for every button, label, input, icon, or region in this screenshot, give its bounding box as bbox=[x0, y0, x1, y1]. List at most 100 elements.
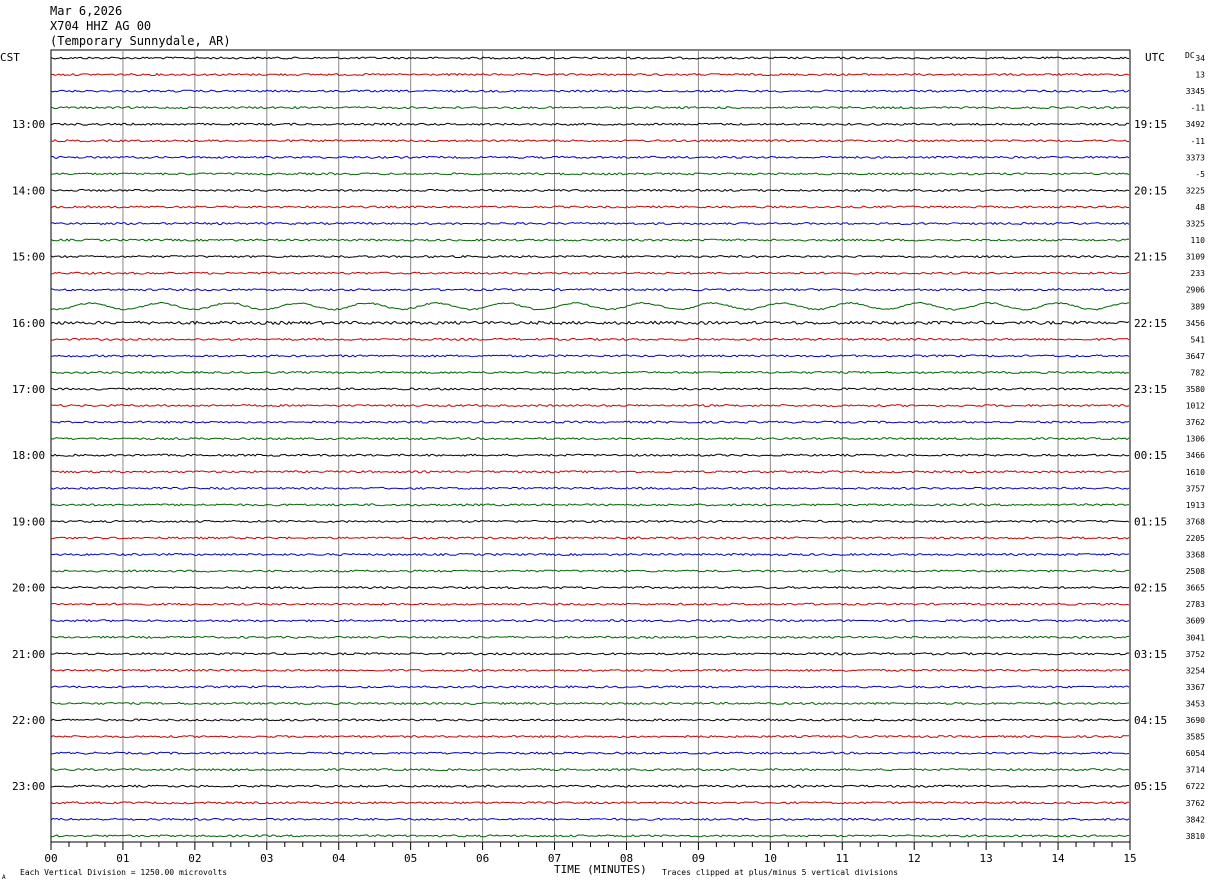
scale-note: Each Vertical Division = 1250.00 microvo… bbox=[20, 868, 227, 877]
utc-hour-labels: 19:15 20:15 21:15 22:15 23:15 00:15 01:15 02:15… bbox=[1134, 118, 1167, 793]
x-tick-label: 11 bbox=[836, 852, 849, 865]
cst-hour-label: 21:00 bbox=[12, 648, 45, 661]
time-gridlines bbox=[50, 49, 1131, 843]
trace-row bbox=[50, 734, 1129, 739]
dc-offset-label: 3647 bbox=[1186, 352, 1205, 361]
trace-row bbox=[50, 751, 1130, 755]
x-tick-label: 03 bbox=[260, 852, 273, 865]
trace-row bbox=[50, 784, 1129, 788]
dc-offset-label: 13 bbox=[1195, 71, 1205, 80]
dc-offset-label: 782 bbox=[1191, 368, 1206, 377]
cst-label: CST bbox=[0, 51, 20, 64]
utc-hour-label: 01:15 bbox=[1134, 515, 1167, 528]
x-tick-label: 13 bbox=[980, 852, 993, 865]
trace-row bbox=[50, 320, 1130, 326]
trace-row bbox=[50, 635, 1130, 639]
seismic-traces bbox=[50, 56, 1130, 838]
utc-hour-label: 23:15 bbox=[1134, 383, 1167, 396]
cst-hour-label: 17:00 bbox=[12, 383, 45, 396]
dc-offset-label: 3456 bbox=[1186, 319, 1205, 328]
dc-offset-labels: 34 13 3345 -11 3492 -11 3373 -5 3225 48 3325 110 310… bbox=[1186, 54, 1205, 841]
dc-offset-label: 3762 bbox=[1186, 418, 1205, 427]
dc-offset-label: 3225 bbox=[1186, 186, 1205, 195]
trace-row bbox=[50, 801, 1129, 805]
trace-row bbox=[50, 668, 1130, 672]
dc-offset-label: 2205 bbox=[1186, 534, 1205, 543]
dc-offset-label: 3665 bbox=[1186, 584, 1205, 593]
x-tick-label: 09 bbox=[692, 852, 705, 865]
cst-hour-label: 23:00 bbox=[12, 780, 45, 793]
x-tick-label: 01 bbox=[116, 852, 129, 865]
dc-offset-label: 6054 bbox=[1186, 749, 1205, 758]
dc-offset-label: 2906 bbox=[1186, 286, 1205, 295]
trace-row bbox=[50, 569, 1130, 573]
trace-row bbox=[50, 718, 1130, 722]
trace-row bbox=[50, 172, 1130, 176]
dc-offset-label: -5 bbox=[1195, 170, 1205, 179]
trace-row bbox=[50, 536, 1130, 540]
utc-hour-label: 19:15 bbox=[1134, 118, 1167, 131]
dc-offset-label: 3466 bbox=[1186, 451, 1205, 460]
utc-hour-label: 21:15 bbox=[1134, 251, 1167, 264]
trace-row bbox=[50, 354, 1130, 358]
dc-offset-label: 1012 bbox=[1186, 402, 1205, 411]
x-tick-label: 14 bbox=[1051, 852, 1065, 865]
dc-offset-label: 34 bbox=[1195, 54, 1205, 63]
dc-offset-label: 1306 bbox=[1186, 435, 1205, 444]
cst-hour-label: 19:00 bbox=[12, 515, 45, 528]
dc-offset-label: 3254 bbox=[1186, 666, 1205, 675]
dc-offset-label: 3041 bbox=[1186, 633, 1205, 642]
trace-row bbox=[50, 287, 1130, 292]
cst-hour-label: 22:00 bbox=[12, 714, 45, 727]
dc-offset-label: 3757 bbox=[1186, 484, 1205, 493]
utc-label: UTC bbox=[1145, 51, 1165, 64]
clip-note: Traces clipped at plus/minus 5 vertical … bbox=[662, 868, 898, 877]
trace-row bbox=[50, 271, 1130, 275]
location-label: (Temporary Sunnydale, AR) bbox=[50, 34, 231, 48]
date-label: Mar 6,2026 bbox=[50, 4, 123, 18]
dc-offset-label: 3752 bbox=[1186, 650, 1205, 659]
x-tick-label: 02 bbox=[188, 852, 201, 865]
utc-hour-label: 05:15 bbox=[1134, 780, 1167, 793]
x-tick-label: 12 bbox=[908, 852, 921, 865]
utc-hour-label: 04:15 bbox=[1134, 714, 1167, 727]
dc-offset-label: 389 bbox=[1191, 302, 1206, 311]
dc-offset-label: 3714 bbox=[1186, 766, 1205, 775]
trace-row bbox=[50, 387, 1130, 391]
trace-row bbox=[50, 586, 1130, 590]
trace-row bbox=[50, 301, 1130, 311]
trace-row bbox=[50, 106, 1130, 110]
trace-row bbox=[50, 685, 1130, 689]
dc-offset-label: 3762 bbox=[1186, 799, 1205, 808]
trace-row bbox=[50, 337, 1130, 341]
x-tick-label: 04 bbox=[332, 852, 346, 865]
dc-offset-label: -11 bbox=[1191, 104, 1206, 113]
cst-hour-label: 14:00 bbox=[12, 184, 45, 197]
x-axis-ticks: 00 01 02 03 04 05 06 07 08 09 10 11 12 13 14 15 bbox=[44, 842, 1137, 865]
trace-row bbox=[50, 420, 1130, 424]
x-tick-label: 06 bbox=[476, 852, 489, 865]
dc-header: DC bbox=[1185, 51, 1195, 60]
dc-offset-label: 1610 bbox=[1186, 468, 1205, 477]
plot-frame bbox=[50, 49, 1131, 843]
dc-offset-label: 541 bbox=[1191, 335, 1206, 344]
x-tick-label: 10 bbox=[764, 852, 777, 865]
trace-row bbox=[50, 552, 1130, 557]
trace-row bbox=[50, 56, 1130, 60]
trace-row bbox=[50, 602, 1130, 606]
cst-hour-label: 15:00 bbox=[12, 251, 45, 264]
dc-offset-label: 48 bbox=[1195, 203, 1205, 212]
dc-offset-label: 3842 bbox=[1186, 815, 1205, 824]
cst-hour-label: 16:00 bbox=[12, 317, 45, 330]
dc-offset-label: 3580 bbox=[1186, 385, 1205, 394]
x-tick-label: 07 bbox=[548, 852, 561, 865]
utc-hour-label: 20:15 bbox=[1134, 184, 1167, 197]
dc-offset-label: 3585 bbox=[1186, 733, 1205, 742]
trace-row bbox=[50, 817, 1130, 821]
trace-row bbox=[50, 370, 1130, 375]
trace-row bbox=[50, 519, 1130, 523]
trace-row bbox=[50, 255, 1130, 259]
dc-offset-label: 3368 bbox=[1186, 551, 1205, 560]
trace-row bbox=[50, 701, 1130, 706]
